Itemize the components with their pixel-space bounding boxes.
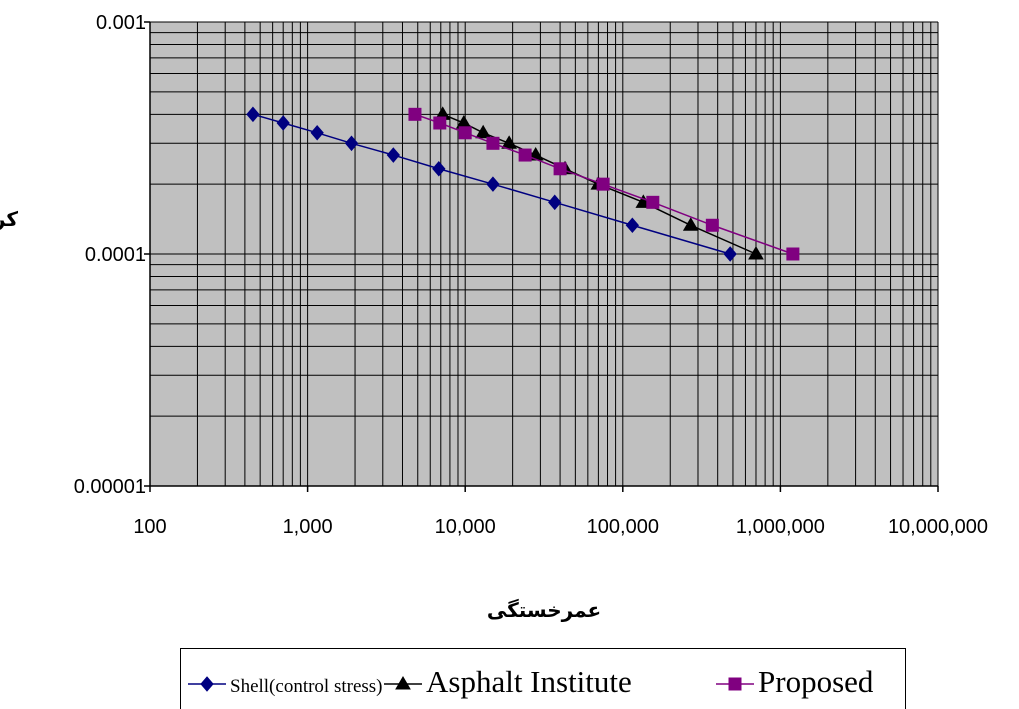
y-axis-title: کرنش کششی [0,207,18,231]
y-tick-label: 0.0001 [85,244,146,266]
data-point [518,148,532,162]
legend-label: Proposed [758,664,874,699]
data-point [276,115,290,131]
data-point [682,217,699,231]
y-tick-label: 0.00001 [74,476,146,498]
data-point [486,176,500,192]
data-point [625,217,640,234]
series-line [252,113,731,255]
data-point [596,177,610,191]
legend-label: Asphalt Institute [426,664,632,699]
legend: Shell(control stress) Asphalt Institute Pr… [180,648,906,709]
data-point [748,246,764,260]
data-point [433,116,447,130]
series-line [414,113,794,255]
grid-lines [149,21,939,487]
legend-marker [395,676,411,690]
data-point [458,126,472,140]
data-point [646,195,660,209]
series-1 [246,106,737,262]
legend-label: Shell(control stress) [230,676,383,697]
data-point [386,147,401,163]
data-point [553,162,567,176]
x-tick-label: 1,000,000 [736,516,825,538]
series-3 [408,107,800,261]
x-tick-label: 1,000 [283,516,333,538]
legend-entry: Proposed [716,664,874,699]
x-tick-label: 10,000 [435,516,496,538]
data-point [723,246,737,262]
series-layer [246,106,800,262]
x-tick-labels: 100 1,000 10,000 100,000 1,000,000 10,000,000 [133,516,988,538]
legend-entry: Asphalt Institute [384,664,632,699]
data-point [408,107,422,121]
data-point [344,135,359,152]
data-point [475,124,492,139]
series-line [442,113,757,255]
data-point [548,194,562,211]
data-point [786,247,800,261]
legend-marker [200,676,214,692]
x-tick-label: 100,000 [587,516,659,538]
data-point [486,136,500,150]
data-point [246,106,260,123]
data-point [705,218,719,232]
legend-marker [728,677,742,691]
y-tick-label: 0.001 [96,12,146,34]
data-point [432,161,446,177]
data-point [310,125,324,141]
axes [144,21,939,492]
x-tick-label: 100 [133,516,166,538]
legend-entry: Shell(control stress) [188,676,383,697]
y-tick-labels: 0.00001 0.0001 0.001 [74,12,146,498]
data-point [501,135,518,149]
x-tick-label: 10,000,000 [888,516,988,538]
x-axis-title: عمرخستگی [487,598,601,622]
